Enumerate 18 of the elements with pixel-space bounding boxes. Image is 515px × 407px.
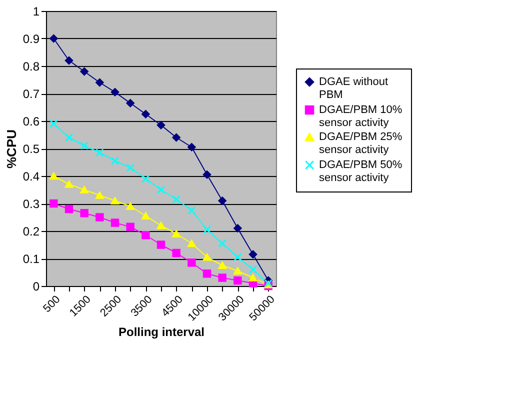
legend-label: DGAE/PBM 50% sensor activity (319, 159, 402, 184)
legend-label: DGAE/PBM 10% sensor activity (319, 104, 402, 129)
x-axis-title: Polling interval (118, 324, 205, 339)
y-tick-label: 0.5 (22, 142, 40, 156)
y-tick-label: 0.7 (22, 87, 40, 101)
legend-label: DGAE without PBM (319, 76, 388, 101)
legend-label: DGAE/PBM 25% sensor activity (319, 131, 402, 156)
y-tick-label: 0 (32, 280, 40, 294)
y-tick-label: 0.4 (22, 170, 40, 184)
y-tick-label: 0.3 (22, 197, 40, 211)
y-tick-label: 0.9 (22, 32, 40, 46)
x-tick-label: 500 (41, 294, 63, 315)
y-tick-label: 0.6 (22, 114, 40, 128)
y-tick-label: 0.2 (22, 224, 40, 238)
y-tick-label: 0.1 (22, 252, 40, 266)
y-tick-label: 1 (32, 4, 40, 18)
y-tick-label: 0.8 (22, 60, 40, 74)
y-axis-title: %CPU (4, 129, 19, 169)
